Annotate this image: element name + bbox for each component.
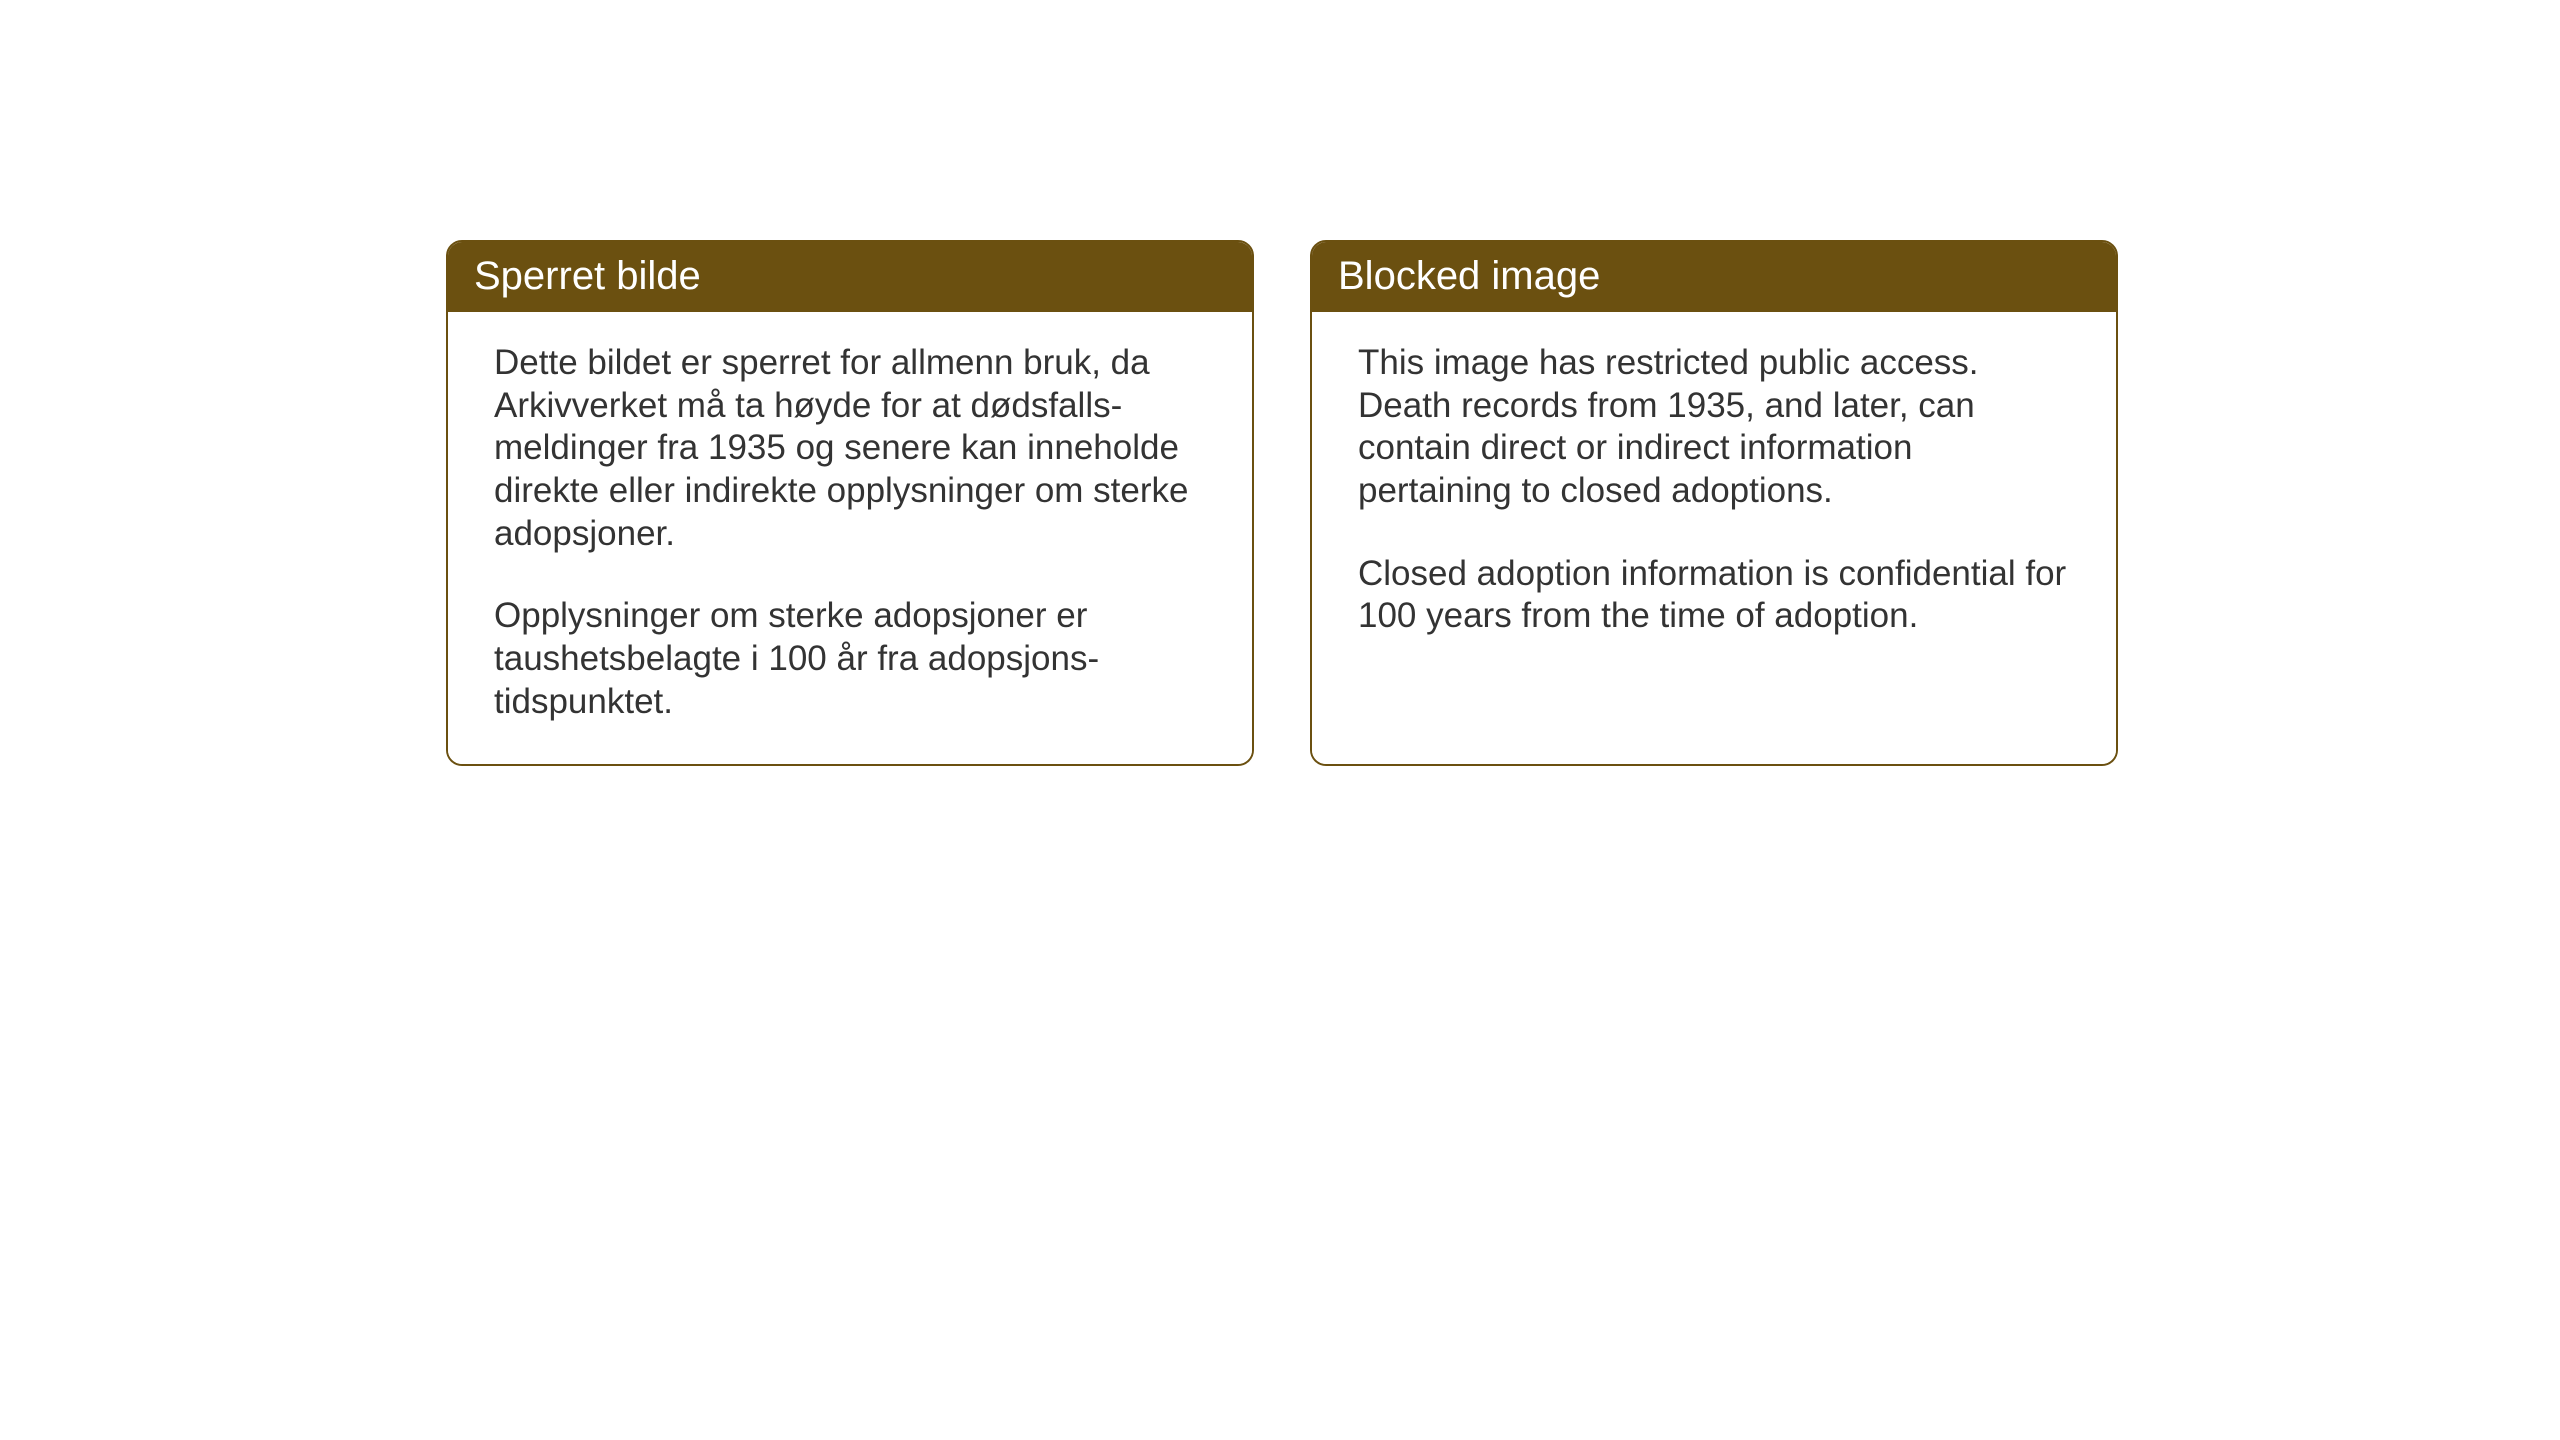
english-card: Blocked image This image has restricted …	[1310, 240, 2118, 766]
norwegian-card-title: Sperret bilde	[448, 242, 1252, 312]
norwegian-card: Sperret bilde Dette bildet er sperret fo…	[446, 240, 1254, 766]
norwegian-card-body: Dette bildet er sperret for allmenn bruk…	[448, 312, 1252, 764]
norwegian-paragraph-1: Dette bildet er sperret for allmenn bruk…	[494, 342, 1206, 555]
english-card-body: This image has restricted public access.…	[1312, 312, 2116, 764]
english-paragraph-1: This image has restricted public access.…	[1358, 342, 2070, 513]
english-paragraph-2: Closed adoption information is confident…	[1358, 553, 2070, 638]
norwegian-paragraph-2: Opplysninger om sterke adopsjoner er tau…	[494, 595, 1206, 723]
english-card-title: Blocked image	[1312, 242, 2116, 312]
cards-container: Sperret bilde Dette bildet er sperret fo…	[446, 240, 2118, 766]
